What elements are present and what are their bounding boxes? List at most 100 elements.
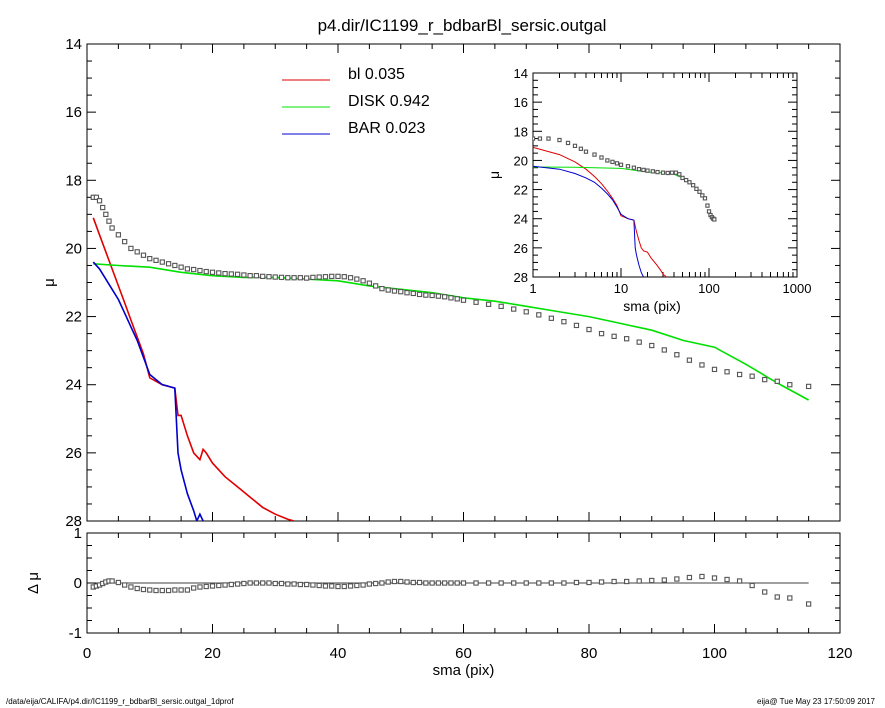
- inset-data-point: [578, 146, 584, 151]
- main-ytick-label: 28: [65, 513, 82, 530]
- main-data-point: [153, 257, 159, 264]
- main-data-point: [454, 296, 460, 302]
- main-data-point: [178, 264, 184, 270]
- inset-data-point: [655, 169, 660, 175]
- xlabel: sma (pix): [433, 662, 495, 679]
- residual-residual-point: [404, 579, 410, 585]
- residual-residual-point: [115, 579, 122, 586]
- residual-residual-point: [278, 580, 285, 587]
- main-data-point: [423, 292, 429, 298]
- inset-data-point: [702, 196, 708, 201]
- residual-residual-point: [272, 580, 278, 587]
- main-data-point: [354, 276, 360, 282]
- residual-residual-point: [379, 580, 385, 586]
- residual-residual-point: [435, 580, 442, 586]
- residual-residual-point: [159, 587, 165, 594]
- main-data-point: [335, 273, 341, 280]
- inset-ytick-label: 22: [514, 183, 528, 198]
- inset-data-point: [660, 170, 666, 175]
- residual-residual-point: [473, 580, 479, 586]
- main-data-point: [366, 280, 373, 286]
- inset-data-point: [546, 136, 551, 141]
- residual-residual-point: [297, 581, 303, 588]
- residual-residual-point: [291, 581, 297, 587]
- residual-residual-point: [241, 580, 247, 587]
- residual-residual-point: [749, 582, 755, 589]
- main-bar-line: [92, 261, 204, 521]
- main-data-point: [303, 275, 310, 281]
- residual-residual-point: [260, 580, 266, 586]
- main-data-point: [385, 287, 391, 293]
- inset-data-point: [533, 136, 536, 141]
- inset-data-point: [645, 168, 650, 173]
- inset-data-point: [690, 183, 696, 188]
- inset-panel: 1 10 100 1000 14 16 18 20 22 24 26 28 μ sma (pix): [486, 66, 811, 314]
- main-data-point: [372, 283, 379, 289]
- inset-data-point: [687, 180, 692, 185]
- inset-xtick-label: 100: [698, 281, 720, 296]
- residual-residual-point: [360, 582, 366, 588]
- inset-data-point: [631, 165, 637, 170]
- residual-residual-point: [266, 580, 272, 586]
- main-data-point: [341, 274, 347, 280]
- main-data-point: [724, 369, 730, 375]
- residual-residual-point: [598, 579, 605, 585]
- inset-data-point: [641, 167, 646, 173]
- legend-label: bl 0.035: [348, 66, 405, 83]
- inset-ytick-label: 16: [514, 95, 528, 110]
- residual-residual-point: [109, 578, 115, 584]
- residual-residual-point: [372, 580, 379, 587]
- main-ytick-label: 18: [65, 172, 82, 189]
- main-data-point: [498, 303, 504, 309]
- inset-xtick-label: 1: [529, 281, 536, 296]
- main-data-point: [699, 362, 705, 368]
- inset-data-point: [565, 140, 571, 146]
- main-data-point: [253, 273, 260, 279]
- main-disk-line: [93, 263, 809, 401]
- residual-xtick-label: 120: [827, 645, 852, 662]
- inset-data-point: [669, 170, 675, 175]
- inset-data-point: [636, 167, 642, 172]
- residual-xtick-label: 80: [581, 645, 598, 662]
- footer-timestamp: eija@ Tue May 23 17:50:09 2017: [757, 697, 875, 706]
- main-data-point: [109, 225, 115, 231]
- main-data-point: [787, 382, 793, 388]
- main-data-point: [222, 270, 228, 277]
- residual-residual-point: [303, 581, 310, 588]
- main-data-point: [106, 218, 112, 224]
- residual-residual-point: [442, 580, 448, 586]
- residual-residual-point: [649, 577, 655, 584]
- inset-ytick-label: 24: [514, 212, 528, 227]
- main-data-point: [749, 373, 755, 379]
- main-data-point: [391, 288, 398, 294]
- residual-residual-point: [485, 580, 492, 586]
- inset-frame: [532, 72, 798, 278]
- main-data-point: [429, 292, 435, 299]
- main-ytick-label: 24: [65, 377, 82, 394]
- residual-residual-point: [165, 587, 172, 594]
- main-data-point: [661, 347, 667, 353]
- residual-residual-point: [322, 583, 329, 589]
- residual-xtick-label: 40: [330, 645, 347, 662]
- residual-residual-point: [410, 579, 416, 586]
- main-data-point: [360, 278, 366, 284]
- residual-residual-point: [216, 582, 222, 589]
- main-data-point: [266, 274, 272, 280]
- inset-data-point: [665, 170, 670, 176]
- main-data-point: [611, 333, 617, 339]
- residual-ytick-label: 0: [74, 575, 82, 592]
- residual-residual-point: [724, 576, 730, 583]
- main-panel: 14 16 18 20 22 24 26 28 μ bl 0.035 DISK 0.942 BAR 0…: [41, 36, 841, 530]
- inset-data-point: [697, 189, 702, 194]
- main-data-point: [128, 245, 134, 252]
- main-data-point: [322, 274, 329, 280]
- main-data-point: [573, 322, 580, 329]
- residual-residual-point: [222, 582, 228, 588]
- main-data-point: [184, 266, 191, 272]
- residual-residual-point: [316, 582, 322, 589]
- main-ylabel: μ: [41, 278, 58, 287]
- main-data-point: [191, 266, 197, 273]
